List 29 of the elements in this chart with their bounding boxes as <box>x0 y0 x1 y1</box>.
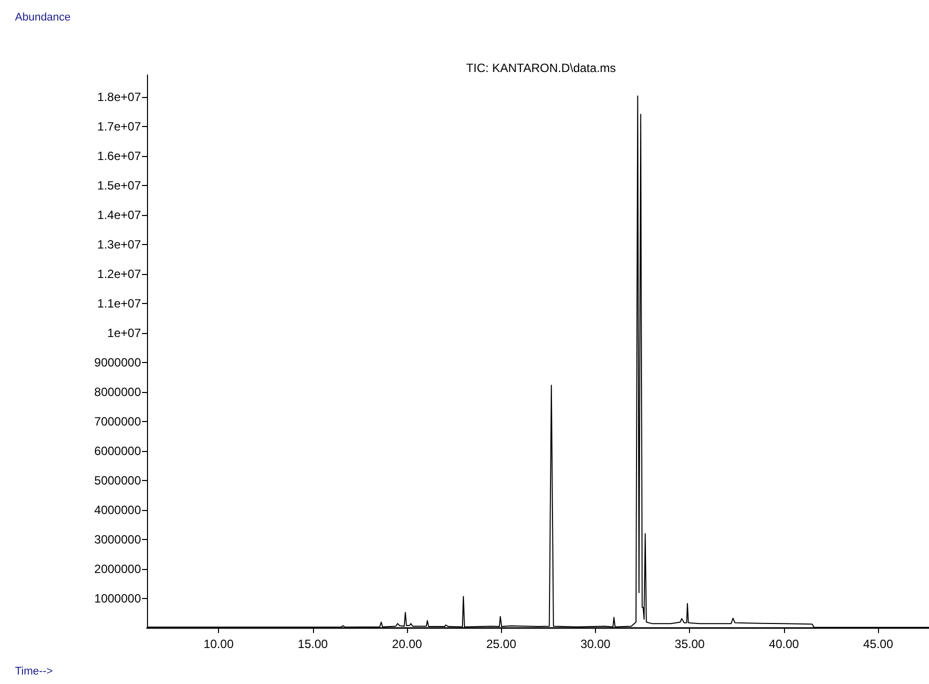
y-tick-label: 1.6e+07 <box>97 149 142 164</box>
y-tick-label: 1.5e+07 <box>97 178 142 193</box>
chart-title: TIC: KANTARON.D\data.ms <box>466 61 616 75</box>
x-tick-label: 35.00 <box>674 637 706 651</box>
y-tick-label: 1.7e+07 <box>97 120 142 134</box>
y-tick-label: 1.1e+07 <box>97 296 142 311</box>
x-tick-label: 10.00 <box>204 637 234 651</box>
x-tick-label: 30.00 <box>580 637 611 651</box>
y-tick-label: 1.8e+07 <box>97 90 142 104</box>
y-tick-label: 7000000 <box>94 414 142 429</box>
y-tick-label: 9000000 <box>94 356 142 370</box>
y-tick-label: 5000000 <box>94 474 142 488</box>
x-axis-title: Time--> <box>15 666 53 678</box>
y-tick-label: 3000000 <box>94 532 142 547</box>
x-tick-label: 25.00 <box>486 637 517 651</box>
y-tick-label: 1e+07 <box>107 326 142 340</box>
y-tick-label: 1000000 <box>94 592 142 606</box>
y-tick-label: 1.2e+07 <box>97 267 142 282</box>
y-tick-label: 6000000 <box>94 444 142 458</box>
y-tick-label: 8000000 <box>94 385 142 400</box>
x-tick-label: 15.00 <box>298 637 328 651</box>
x-tick-label: 20.00 <box>392 637 422 651</box>
text: Abundance <box>15 12 71 24</box>
x-tick-label: 45.00 <box>863 637 894 651</box>
y-tick-label: 2000000 <box>94 562 142 576</box>
y-tick-label: 4000000 <box>94 503 142 518</box>
y-tick-label: 1.4e+07 <box>97 208 142 222</box>
y-tick-label: 1.3e+07 <box>97 238 142 252</box>
x-tick-label: 40.00 <box>768 637 800 651</box>
